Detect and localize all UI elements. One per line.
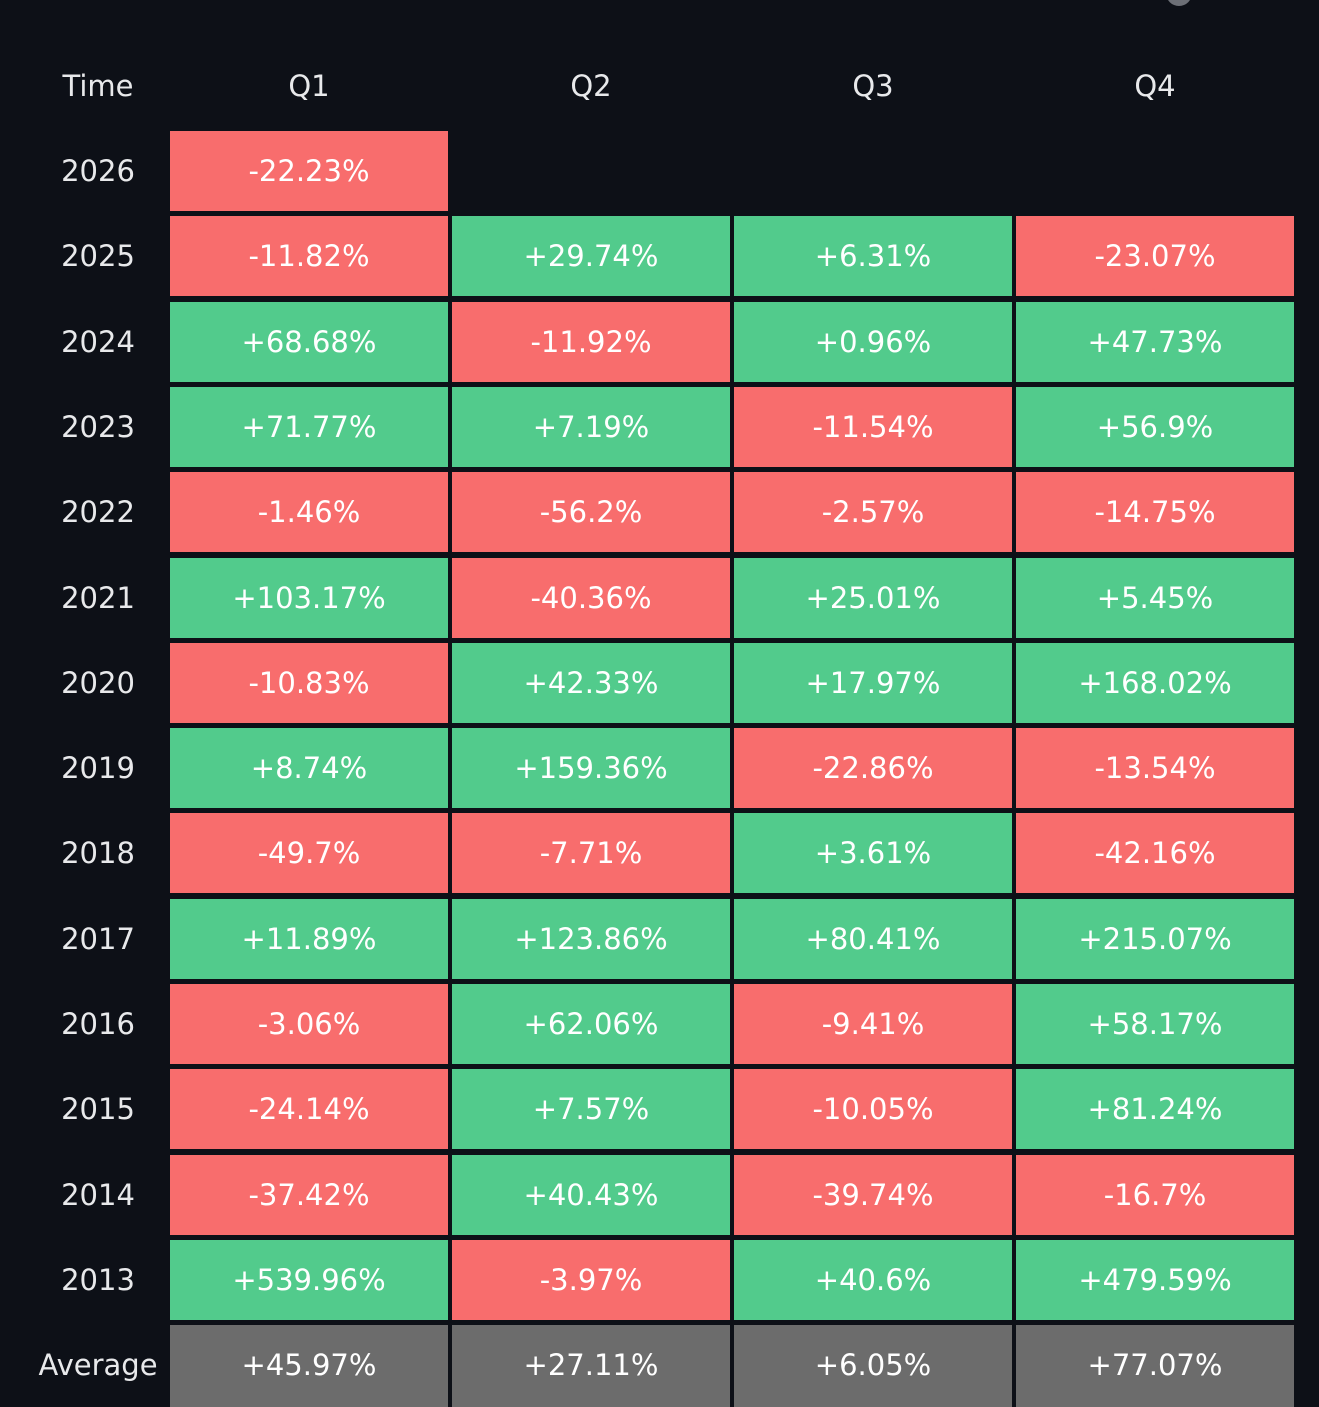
cell-2019-q2: +159.36% (452, 728, 730, 808)
cell-2020-q1: -10.83% (170, 643, 448, 723)
cell-2021-q2: -40.36% (452, 558, 730, 638)
cell-2022-q4: -14.75% (1016, 472, 1294, 552)
row-label-2016: 2016 (61, 1007, 135, 1041)
row-label-2024: 2024 (61, 325, 135, 359)
top-edge (0, 0, 1319, 8)
header-q2: Q2 (570, 69, 612, 103)
average-q1: +45.97% (170, 1325, 448, 1407)
header-time: Time (62, 69, 134, 103)
row-label-2013: 2013 (61, 1263, 135, 1297)
row-label-2021: 2021 (61, 581, 135, 615)
cell-2023-q3: -11.54% (734, 387, 1012, 467)
cell-2020-q2: +42.33% (452, 643, 730, 723)
cell-2017-q4: +215.07% (1016, 899, 1294, 979)
cell-2026-q1: -22.23% (170, 131, 448, 211)
cell-2021-q4: +5.45% (1016, 558, 1294, 638)
header-q4: Q4 (1134, 69, 1176, 103)
cell-2023-q4: +56.9% (1016, 387, 1294, 467)
row-label-2023: 2023 (61, 410, 135, 444)
cell-2016-q2: +62.06% (452, 984, 730, 1064)
cell-2025-q2: +29.74% (452, 216, 730, 296)
cell-2017-q1: +11.89% (170, 899, 448, 979)
cell-2024-q3: +0.96% (734, 302, 1012, 382)
cell-2016-q4: +58.17% (1016, 984, 1294, 1064)
row-label-2026: 2026 (61, 154, 135, 188)
cell-2018-q3: +3.61% (734, 813, 1012, 893)
cell-2022-q3: -2.57% (734, 472, 1012, 552)
average-q2: +27.11% (452, 1325, 730, 1407)
cell-2016-q1: -3.06% (170, 984, 448, 1064)
cell-2017-q3: +80.41% (734, 899, 1012, 979)
cell-2016-q3: -9.41% (734, 984, 1012, 1064)
cell-2025-q4: -23.07% (1016, 216, 1294, 296)
cell-2014-q1: -37.42% (170, 1155, 448, 1235)
cell-2021-q1: +103.17% (170, 558, 448, 638)
cell-2019-q3: -22.86% (734, 728, 1012, 808)
scroll-indicator-icon (1166, 0, 1192, 6)
cell-2025-q3: +6.31% (734, 216, 1012, 296)
row-label-2019: 2019 (61, 751, 135, 785)
cell-2024-q2: -11.92% (452, 302, 730, 382)
cell-2019-q4: -13.54% (1016, 728, 1294, 808)
header-q3: Q3 (852, 69, 894, 103)
cell-2018-q1: -49.7% (170, 813, 448, 893)
average-q4: +77.07% (1016, 1325, 1294, 1407)
cell-2023-q2: +7.19% (452, 387, 730, 467)
cell-2023-q1: +71.77% (170, 387, 448, 467)
cell-2013-q2: -3.97% (452, 1240, 730, 1320)
cell-2022-q1: -1.46% (170, 472, 448, 552)
row-label-average: Average (38, 1348, 158, 1382)
row-label-2020: 2020 (61, 666, 135, 700)
header-q1: Q1 (288, 69, 330, 103)
cell-2015-q2: +7.57% (452, 1069, 730, 1149)
row-label-2018: 2018 (61, 836, 135, 870)
cell-2013-q3: +40.6% (734, 1240, 1012, 1320)
cell-2018-q4: -42.16% (1016, 813, 1294, 893)
cell-2025-q1: -11.82% (170, 216, 448, 296)
cell-2020-q3: +17.97% (734, 643, 1012, 723)
cell-2013-q4: +479.59% (1016, 1240, 1294, 1320)
cell-2015-q1: -24.14% (170, 1069, 448, 1149)
row-label-2022: 2022 (61, 495, 135, 529)
cell-2018-q2: -7.71% (452, 813, 730, 893)
row-label-2017: 2017 (61, 922, 135, 956)
cell-2015-q4: +81.24% (1016, 1069, 1294, 1149)
cell-2017-q2: +123.86% (452, 899, 730, 979)
row-label-2015: 2015 (61, 1092, 135, 1126)
cell-2014-q4: -16.7% (1016, 1155, 1294, 1235)
cell-2022-q2: -56.2% (452, 472, 730, 552)
cell-2019-q1: +8.74% (170, 728, 448, 808)
cell-2024-q4: +47.73% (1016, 302, 1294, 382)
cell-2024-q1: +68.68% (170, 302, 448, 382)
cell-2014-q2: +40.43% (452, 1155, 730, 1235)
row-label-2014: 2014 (61, 1178, 135, 1212)
cell-2015-q3: -10.05% (734, 1069, 1012, 1149)
cell-2020-q4: +168.02% (1016, 643, 1294, 723)
cell-2014-q3: -39.74% (734, 1155, 1012, 1235)
row-label-2025: 2025 (61, 239, 135, 273)
cell-2021-q3: +25.01% (734, 558, 1012, 638)
average-q3: +6.05% (734, 1325, 1012, 1407)
cell-2013-q1: +539.96% (170, 1240, 448, 1320)
